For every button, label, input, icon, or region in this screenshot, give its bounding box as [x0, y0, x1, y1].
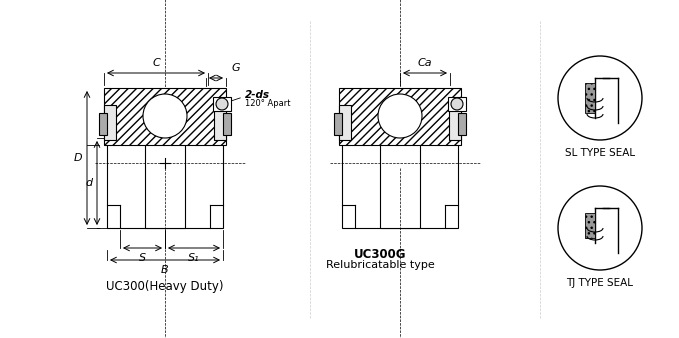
- Bar: [223, 113, 231, 135]
- Bar: [214, 105, 226, 140]
- Bar: [107, 143, 223, 228]
- Text: C: C: [152, 58, 160, 68]
- Bar: [339, 105, 351, 140]
- Bar: [585, 83, 595, 113]
- Bar: [99, 113, 107, 135]
- Text: Ca: Ca: [418, 58, 433, 68]
- Bar: [342, 143, 458, 228]
- Text: B: B: [161, 265, 169, 275]
- Bar: [449, 105, 461, 140]
- Text: d: d: [86, 178, 93, 188]
- Circle shape: [378, 94, 422, 138]
- Text: 2-ds: 2-ds: [245, 90, 270, 100]
- Circle shape: [558, 186, 642, 270]
- Bar: [104, 105, 116, 140]
- Bar: [585, 213, 595, 238]
- Circle shape: [143, 94, 187, 138]
- Bar: [448, 97, 466, 111]
- Text: SL TYPE SEAL: SL TYPE SEAL: [565, 148, 635, 158]
- Bar: [213, 97, 231, 111]
- Text: UC300G: UC300G: [354, 248, 406, 261]
- Circle shape: [451, 98, 463, 110]
- Text: TJ TYPE SEAL: TJ TYPE SEAL: [566, 278, 634, 288]
- Bar: [145, 138, 185, 228]
- Text: G: G: [231, 63, 240, 73]
- Text: 120° Apart: 120° Apart: [245, 98, 291, 107]
- Bar: [334, 113, 342, 135]
- Text: Relubricatable type: Relubricatable type: [326, 260, 435, 270]
- Text: S: S: [139, 253, 146, 263]
- Bar: [104, 88, 226, 145]
- Circle shape: [558, 56, 642, 140]
- Text: UC300(Heavy Duty): UC300(Heavy Duty): [106, 280, 224, 293]
- Text: D: D: [73, 153, 82, 163]
- Bar: [339, 88, 461, 145]
- Bar: [458, 113, 466, 135]
- Bar: [380, 138, 420, 228]
- Text: S₁: S₁: [188, 253, 200, 263]
- Circle shape: [216, 98, 228, 110]
